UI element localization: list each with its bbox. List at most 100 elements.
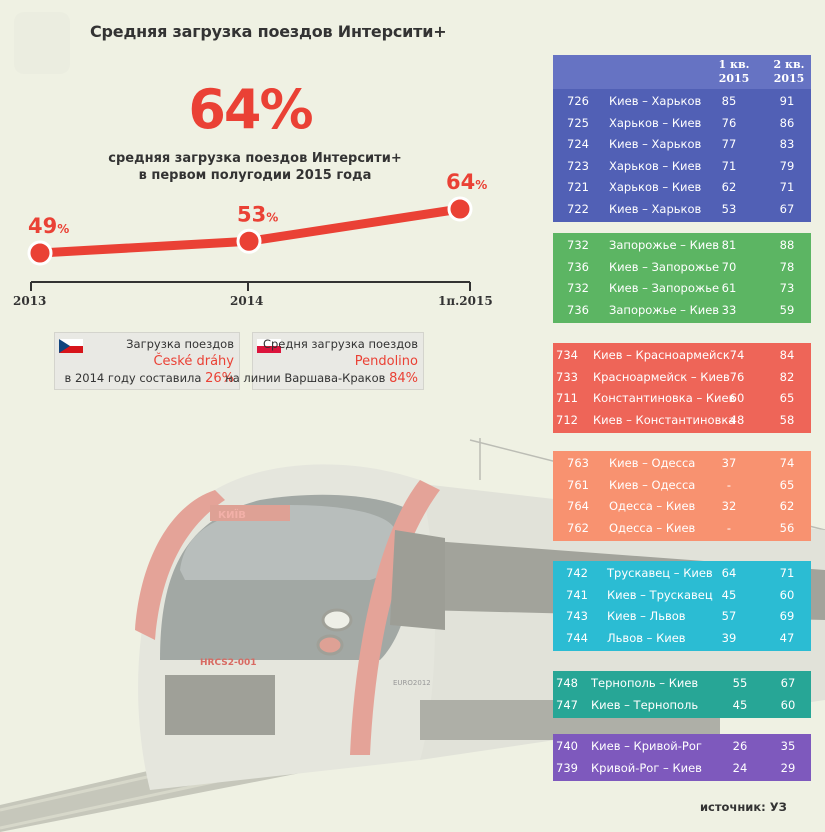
load-q1: - bbox=[726, 520, 732, 535]
load-q2: 69 bbox=[779, 609, 795, 623]
train-number: 763 bbox=[567, 456, 589, 470]
header-q1-line: 2015 bbox=[718, 72, 750, 85]
table-row: 723 Харьков – Киев 71 79 bbox=[553, 156, 811, 178]
info-box-poland: Средня загрузка поездов Pendolino на лин… bbox=[225, 332, 424, 390]
route-group: 742 Трускавец – Киев 64 71 741 Киев – Трускав… bbox=[553, 561, 811, 651]
load-q2: 71 bbox=[779, 566, 795, 580]
poland-line3: на линии Варшава-Краков bbox=[225, 371, 386, 385]
table-row: 736 Запорожье – Киев 33 59 bbox=[553, 300, 811, 322]
table-row: 732 Запорожье – Киев 81 88 bbox=[553, 235, 811, 257]
table-row: 743 Киев – Львов 57 69 bbox=[553, 606, 811, 628]
header-q2-line: 2 кв. bbox=[773, 58, 805, 71]
route-name: Запорожье – Киев bbox=[609, 302, 720, 317]
data-point bbox=[447, 196, 473, 222]
poland-train: Pendolino bbox=[354, 354, 418, 369]
load-q1: 32 bbox=[721, 499, 737, 513]
route-name: Киев – Запорожье bbox=[609, 259, 720, 274]
load-q2: 60 bbox=[779, 587, 795, 602]
load-q2: 71 bbox=[779, 180, 795, 194]
table-row: 739 Кривой-Рог – Киев 24 29 bbox=[553, 758, 811, 780]
load-q1: 45 bbox=[721, 587, 737, 602]
train-number: 744 bbox=[566, 630, 588, 645]
table-row: 747 Киев – Тернополь 45 60 bbox=[553, 695, 811, 717]
faint-logo bbox=[14, 12, 70, 74]
table-row: 724 Киев – Харьков 77 83 bbox=[553, 134, 811, 156]
train-number: 739 bbox=[556, 760, 578, 775]
load-q2: 82 bbox=[779, 369, 795, 384]
header-q2-line: 2015 bbox=[773, 72, 805, 85]
source-note: источник: УЗ bbox=[700, 800, 787, 814]
load-q2: 74 bbox=[779, 456, 795, 470]
data-label: 53% bbox=[237, 202, 278, 226]
train-destination: КИЇВ bbox=[218, 507, 246, 521]
train-number: 736 bbox=[567, 259, 589, 274]
route-group: 748 Тернополь – Киев 55 67 747 Киев – Тернопо… bbox=[553, 671, 811, 718]
route-name: Киев – Трускавец bbox=[607, 587, 713, 602]
train-number: 725 bbox=[567, 115, 589, 130]
load-q1: 76 bbox=[729, 369, 745, 384]
train-number: 732 bbox=[567, 281, 589, 295]
route-name: Трускавец – Киев bbox=[607, 566, 713, 580]
load-q1: 24 bbox=[732, 760, 748, 775]
route-name: Харьков – Киев bbox=[609, 180, 702, 194]
route-name: Киев – Харьков bbox=[609, 94, 702, 108]
x-axis: 2013 2014 1п.2015 bbox=[13, 281, 493, 308]
load-q2: 84 bbox=[779, 348, 795, 362]
table-row: 741 Киев – Трускавец 45 60 bbox=[553, 585, 811, 607]
train-number: 712 bbox=[556, 412, 578, 427]
load-q1: 70 bbox=[721, 259, 737, 274]
czech-flag-icon bbox=[59, 339, 83, 353]
load-q1: 39 bbox=[721, 630, 737, 645]
route-name: Красноармейск – Киев bbox=[593, 369, 730, 384]
load-q1: 74 bbox=[729, 348, 745, 362]
route-name: Харьков – Киев bbox=[609, 115, 702, 130]
route-name: Константиновка – Киев bbox=[593, 391, 736, 405]
train-number: 724 bbox=[567, 137, 589, 151]
train-number: 762 bbox=[567, 520, 589, 535]
load-q1: 45 bbox=[732, 697, 748, 712]
header-q2: 2 кв. 2015 bbox=[769, 58, 809, 86]
data-point bbox=[236, 228, 262, 254]
czech-operator: České dráhy bbox=[153, 354, 234, 369]
load-q1: 55 bbox=[732, 676, 748, 690]
route-name: Киев – Харьков bbox=[609, 137, 702, 151]
headline-caption-line1: средняя загрузка поездов Интерсити+ bbox=[108, 151, 402, 166]
train-number: 734 bbox=[556, 348, 578, 362]
route-name: Одесса – Киев bbox=[609, 520, 696, 535]
train-number-plate: HRCS2-001 bbox=[200, 658, 257, 668]
info-box-czech: Загрузка поездов České dráhy в 2014 году… bbox=[54, 332, 240, 390]
table-row: 721 Харьков – Киев 62 71 bbox=[553, 177, 811, 199]
table-row: 712 Киев – Константиновка 48 58 bbox=[553, 410, 811, 432]
header-q1-line: 1 кв. bbox=[718, 58, 750, 71]
train-number: 733 bbox=[556, 369, 578, 384]
load-q2: 73 bbox=[779, 281, 795, 295]
train-number: 721 bbox=[567, 180, 589, 194]
czech-line1: Загрузка поездов bbox=[126, 337, 234, 351]
train-number: 742 bbox=[566, 566, 588, 580]
load-q2: 60 bbox=[780, 697, 796, 712]
route-name: Киев – Константиновка bbox=[593, 412, 736, 427]
route-name: Харьков – Киев bbox=[609, 158, 702, 173]
table-row: 761 Киев – Одесса - 65 bbox=[553, 475, 811, 497]
train-number: 761 bbox=[567, 477, 589, 492]
table-row: 764 Одесса – Киев 32 62 bbox=[553, 496, 811, 518]
table-row: 732 Киев – Запорожье 61 73 bbox=[553, 278, 811, 300]
table-row: 744 Львов – Киев 39 47 bbox=[553, 628, 811, 650]
headline-value: 64% bbox=[188, 78, 313, 141]
headline-caption-line2: в первом полугодии 2015 года bbox=[138, 168, 372, 183]
route-name: Одесса – Киев bbox=[609, 499, 696, 513]
load-q2: 83 bbox=[779, 137, 795, 151]
route-group: 734 Киев – Красноармейск 74 84 733 Красноарме… bbox=[553, 343, 811, 433]
trend-line-chart: 2013 2014 1п.2015 49% 53% 64% bbox=[13, 170, 493, 308]
route-name: Львов – Киев bbox=[607, 630, 686, 645]
route-group: 763 Киев – Одесса 37 74 761 Киев – Одесса -65 7… bbox=[553, 451, 811, 541]
load-q1: 33 bbox=[721, 302, 737, 317]
data-label: 64% bbox=[446, 170, 487, 194]
load-q1: - bbox=[726, 477, 732, 492]
load-q2: 91 bbox=[779, 94, 795, 108]
train-number: 732 bbox=[567, 238, 589, 252]
load-q2: 47 bbox=[779, 630, 795, 645]
x-tick-label: 1п.2015 bbox=[438, 294, 493, 308]
load-q2: 58 bbox=[779, 412, 795, 427]
table-row: 762 Одесса – Киев - 56 bbox=[553, 518, 811, 540]
